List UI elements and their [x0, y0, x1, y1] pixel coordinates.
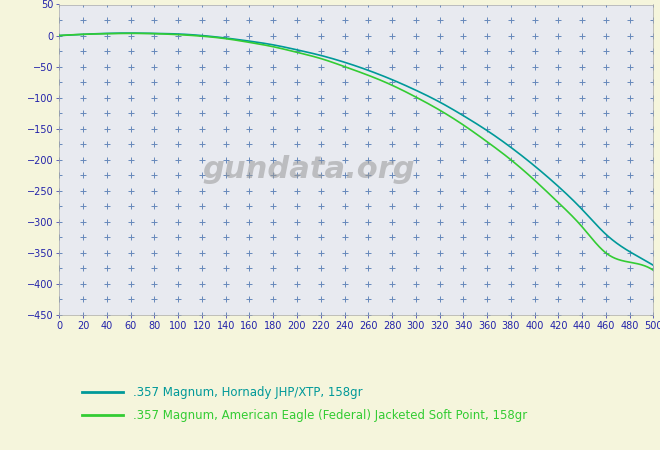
Text: gundata.org: gundata.org — [203, 154, 415, 184]
Legend: .357 Magnum, Hornady JHP/XTP, 158gr, .357 Magnum, American Eagle (Federal) Jacke: .357 Magnum, Hornady JHP/XTP, 158gr, .35… — [77, 381, 532, 427]
